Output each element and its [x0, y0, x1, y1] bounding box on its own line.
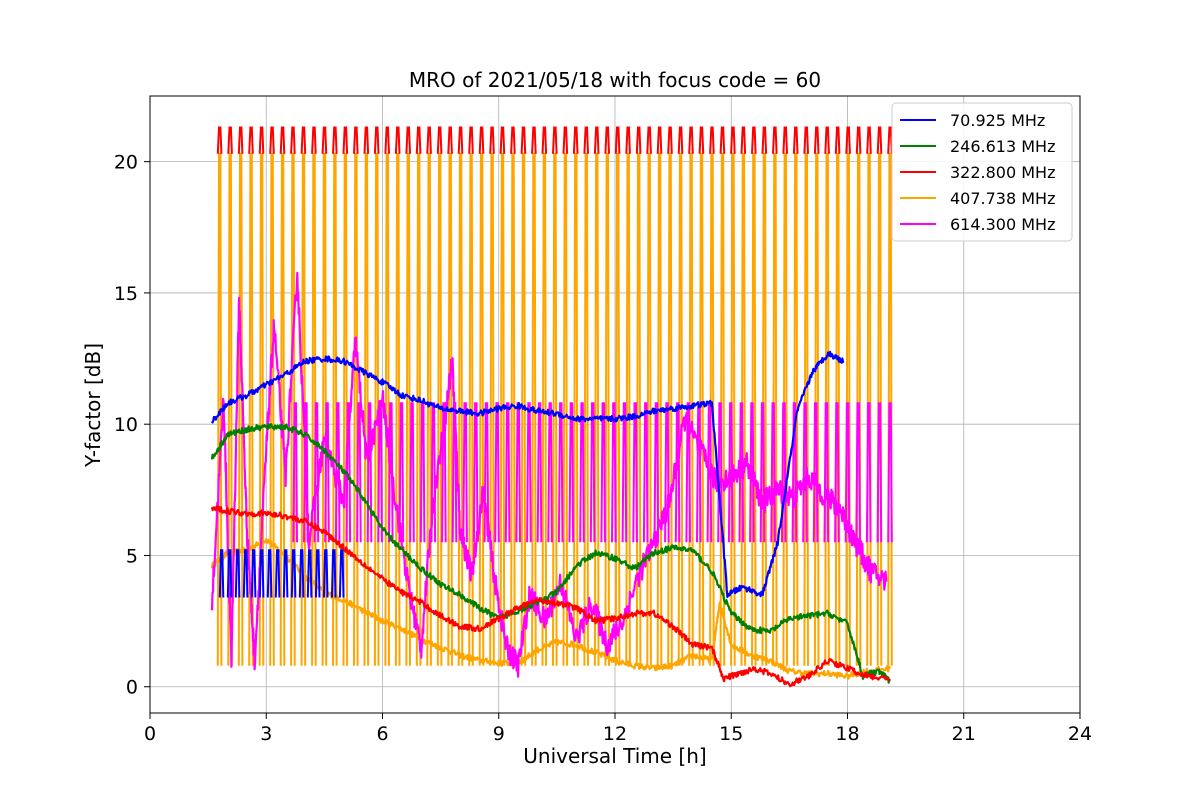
series-2 — [210, 126, 893, 688]
x-tick-label: 3 — [260, 723, 272, 745]
x-tick-label: 24 — [1068, 723, 1092, 745]
x-tick-label: 21 — [952, 723, 976, 745]
chart-title: MRO of 2021/05/18 with focus code = 60 — [409, 68, 821, 92]
x-tick-label: 18 — [835, 723, 859, 745]
legend-entry-label: 70.925 MHz — [950, 111, 1045, 130]
series-0-line — [211, 350, 845, 599]
legend-entry-label: 614.300 MHz — [950, 215, 1055, 234]
series-3-spikes — [216, 152, 893, 666]
legend-box — [891, 102, 1073, 242]
ticks: 0 3 6 9 12 15 18 21 24 0 5 10 15 20 — [114, 152, 1092, 745]
series-2-line — [210, 505, 891, 688]
series-1-line — [210, 423, 891, 684]
x-tick-label: 15 — [719, 723, 743, 745]
series-0-spikes — [218, 549, 345, 598]
series-4-line — [210, 271, 888, 678]
x-tick-label: 0 — [144, 723, 156, 745]
y-tick-label: 15 — [114, 283, 138, 305]
y-tick-label: 0 — [126, 677, 138, 699]
x-axis-label: Universal Time [h] — [523, 744, 706, 768]
legend-entry-label: 407.738 MHz — [950, 189, 1055, 208]
legend: 70.925 MHz 246.613 MHz 322.800 MHz 407.738 … — [891, 102, 1073, 242]
x-tick-label: 9 — [493, 723, 505, 745]
series-0 — [211, 350, 845, 599]
series-1 — [210, 423, 891, 684]
legend-entry-label: 246.613 MHz — [950, 137, 1055, 156]
y-tick-label: 20 — [114, 152, 138, 174]
x-tick-label: 6 — [376, 723, 388, 745]
series-layer — [210, 126, 893, 688]
x-tick-label: 12 — [603, 723, 627, 745]
y-tick-label: 5 — [126, 545, 138, 567]
legend-entry-label: 322.800 MHz — [950, 163, 1055, 182]
series-2-spikes — [216, 126, 893, 154]
y-axis-label: Y-factor [dB] — [81, 343, 105, 468]
y-tick-label: 10 — [114, 414, 138, 436]
